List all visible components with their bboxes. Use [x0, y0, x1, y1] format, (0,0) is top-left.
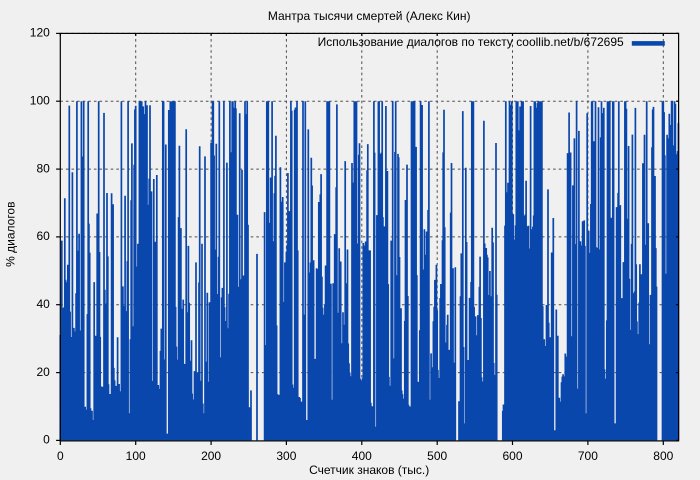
svg-text:120: 120 — [30, 26, 50, 40]
svg-text:Использование диалогов по текс: Использование диалогов по тексту coollib… — [318, 35, 624, 49]
svg-text:800: 800 — [653, 449, 673, 463]
svg-text:Мантра тысячи смертей (Алекс К: Мантра тысячи смертей (Алекс Кин) — [268, 9, 471, 23]
svg-text:700: 700 — [578, 449, 598, 463]
svg-text:0: 0 — [43, 433, 50, 447]
svg-text:Счетчик знаков (тыс.): Счетчик знаков (тыс.) — [309, 463, 429, 477]
svg-text:100: 100 — [126, 449, 146, 463]
svg-text:40: 40 — [36, 297, 50, 311]
svg-text:80: 80 — [36, 161, 50, 175]
svg-text:100: 100 — [30, 94, 50, 108]
svg-text:400: 400 — [352, 449, 372, 463]
svg-text:500: 500 — [427, 449, 447, 463]
svg-text:% диалогов: % диалогов — [4, 202, 18, 267]
svg-text:600: 600 — [502, 449, 522, 463]
svg-text:200: 200 — [201, 449, 221, 463]
svg-text:20: 20 — [36, 365, 50, 379]
svg-text:300: 300 — [276, 449, 296, 463]
svg-text:0: 0 — [57, 449, 64, 463]
svg-text:60: 60 — [36, 229, 50, 243]
